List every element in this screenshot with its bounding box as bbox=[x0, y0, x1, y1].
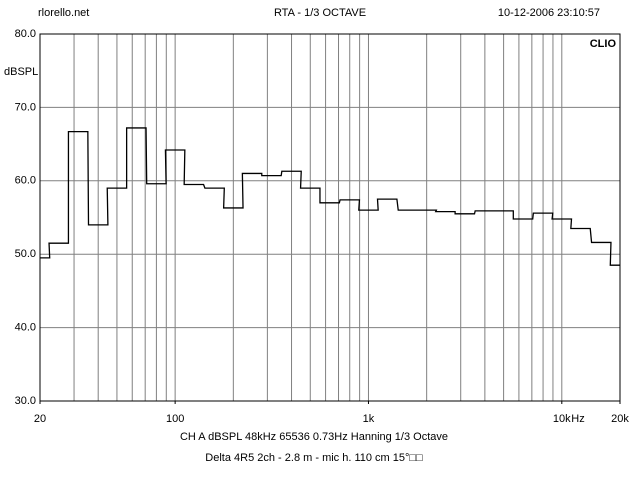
y-tick-label: 40.0 bbox=[15, 322, 36, 334]
chart-title: RTA - 1/3 OCTAVE bbox=[274, 7, 366, 19]
plot-frame bbox=[39, 33, 621, 402]
x-tick-label: 20 bbox=[34, 413, 46, 425]
timestamp: 10-12-2006 23:10:57 bbox=[498, 7, 600, 19]
x-tick-label: 100 bbox=[166, 413, 184, 425]
y-tick-label: 80.0 bbox=[15, 28, 36, 40]
footer-line: CH A dBSPL 48kHz 65536 0.73Hz Hanning 1/… bbox=[180, 431, 448, 443]
y-tick-label: 30.0 bbox=[15, 395, 36, 407]
x-tick-label: 20k bbox=[611, 413, 629, 425]
y-tick-label: 50.0 bbox=[15, 248, 36, 260]
site: rlorello.net bbox=[38, 7, 89, 19]
x-tick-label: 1k bbox=[363, 413, 375, 425]
x-axis-label: Hz bbox=[571, 413, 584, 425]
y-tick-label: 60.0 bbox=[15, 175, 36, 187]
x-tick-label: 10k bbox=[553, 413, 571, 425]
y-axis-label: dBSPL bbox=[4, 66, 38, 78]
footer-line: Delta 4R5 2ch - 2.8 m - mic h. 110 cm 15… bbox=[205, 452, 423, 464]
spectrum-line bbox=[40, 127, 620, 266]
y-tick-label: 70.0 bbox=[15, 101, 36, 113]
brand: CLIO bbox=[590, 38, 617, 50]
